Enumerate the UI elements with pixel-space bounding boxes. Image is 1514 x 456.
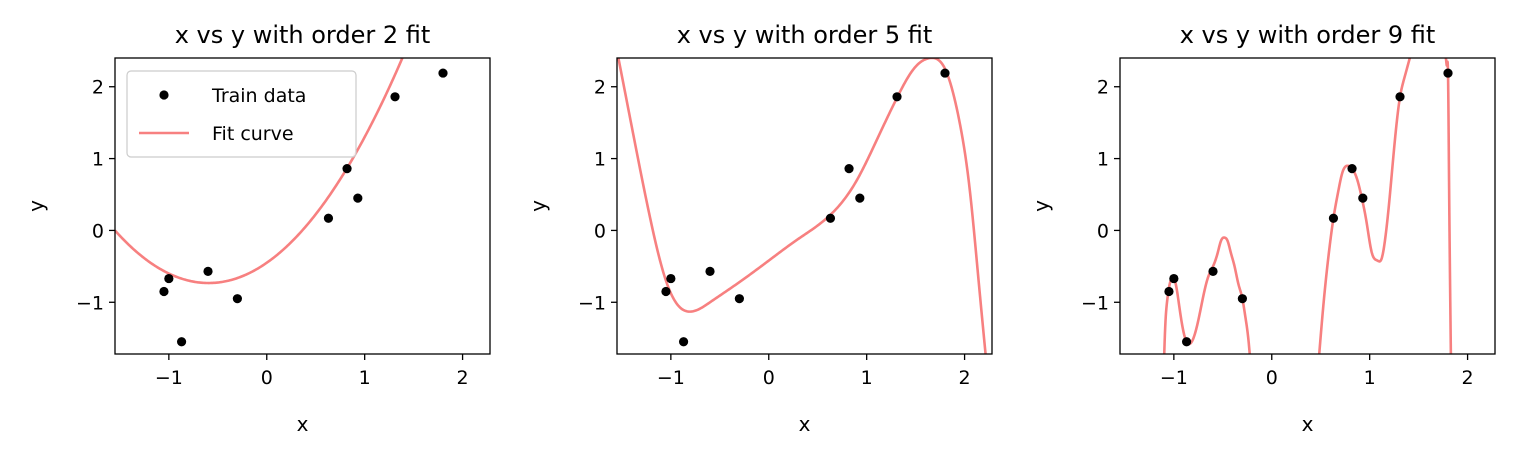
legend-box bbox=[126, 70, 357, 158]
data-point bbox=[1169, 273, 1179, 284]
x-tick-label: −1 bbox=[155, 367, 183, 389]
x-tick-label: 1 bbox=[861, 367, 873, 389]
x-axis-label: x bbox=[799, 412, 811, 436]
legend-label-train: Train data bbox=[211, 85, 306, 107]
x-axis-label: x bbox=[297, 412, 309, 436]
y-axis-label: y bbox=[24, 200, 48, 212]
x-tick-label: 0 bbox=[261, 367, 273, 389]
panel-3: x vs y with order 9 fit −1 0 1 2 −1 0 1 2 x y bbox=[1029, 21, 1496, 436]
x-tick-label: 2 bbox=[959, 367, 971, 389]
data-point bbox=[678, 337, 689, 347]
legend-marker-train bbox=[159, 90, 169, 100]
x-tick-label: 0 bbox=[763, 367, 775, 389]
data-point bbox=[438, 68, 448, 78]
x-tick-label: −1 bbox=[1160, 367, 1188, 389]
data-point bbox=[1328, 213, 1339, 223]
data-point bbox=[342, 164, 352, 174]
y-axis-label: y bbox=[526, 200, 550, 212]
x-tick-label: 2 bbox=[457, 367, 469, 389]
x-tick-label: −1 bbox=[657, 367, 685, 389]
x-tick-label: 1 bbox=[1364, 367, 1376, 389]
data-point bbox=[1164, 286, 1174, 297]
data-point bbox=[1237, 294, 1247, 304]
y-tick-label: −1 bbox=[1081, 292, 1109, 314]
data-point bbox=[844, 164, 854, 174]
x-tick-label: 2 bbox=[1462, 367, 1474, 389]
fit-curve bbox=[1444, 58, 1453, 354]
fit-curve bbox=[115, 58, 404, 285]
data-point bbox=[1443, 68, 1453, 78]
plot-frame bbox=[1119, 57, 1496, 355]
data-point bbox=[666, 273, 676, 284]
data-point bbox=[203, 266, 213, 276]
data-point bbox=[734, 294, 744, 304]
data-point bbox=[1181, 337, 1192, 347]
data-point bbox=[1347, 164, 1357, 174]
legend-label-fit: Fit curve bbox=[212, 123, 294, 145]
x-tick-label: 0 bbox=[1266, 367, 1278, 389]
fit-curve bbox=[1162, 236, 1252, 354]
y-tick-label: 0 bbox=[92, 220, 104, 242]
data-point bbox=[164, 273, 174, 284]
y-tick-label: 0 bbox=[1097, 220, 1109, 242]
y-tick-label: −1 bbox=[76, 292, 104, 314]
x-axis-label: x bbox=[1302, 412, 1314, 436]
chart-title: x vs y with order 2 fit bbox=[175, 21, 431, 49]
data-point bbox=[940, 68, 950, 78]
y-tick-label: −1 bbox=[578, 292, 606, 314]
x-tick-label: 1 bbox=[359, 367, 371, 389]
data-point bbox=[159, 286, 169, 297]
plot-frame bbox=[114, 57, 491, 355]
data-point bbox=[825, 213, 836, 223]
y-tick-label: 2 bbox=[594, 77, 606, 99]
fit-curve bbox=[1317, 58, 1412, 354]
panel-2: x vs y with order 5 fit −1 0 1 2 −1 0 1 2 x y bbox=[526, 21, 993, 436]
data-point bbox=[353, 193, 363, 203]
chart-title: x vs y with order 9 fit bbox=[1180, 21, 1436, 49]
data-point bbox=[705, 266, 715, 276]
y-tick-label: 1 bbox=[1097, 149, 1109, 171]
plot-frame bbox=[616, 57, 993, 355]
y-axis-label: y bbox=[1029, 200, 1053, 212]
data-point bbox=[1395, 92, 1405, 102]
fit-curve bbox=[617, 58, 987, 354]
y-tick-label: 1 bbox=[594, 149, 606, 171]
data-point bbox=[390, 92, 400, 102]
legend: Train data Fit curve bbox=[126, 70, 357, 158]
panel-1: x vs y with order 2 fit −1 0 1 2 −1 0 1 2 x y Train… bbox=[24, 21, 491, 436]
data-point bbox=[855, 193, 865, 203]
data-point bbox=[232, 294, 242, 304]
data-point bbox=[661, 286, 671, 297]
data-point bbox=[1208, 266, 1218, 276]
y-tick-label: 0 bbox=[594, 220, 606, 242]
data-point bbox=[323, 213, 334, 223]
y-tick-label: 1 bbox=[92, 149, 104, 171]
data-point bbox=[1358, 193, 1368, 203]
chart-title: x vs y with order 5 fit bbox=[677, 21, 933, 49]
y-tick-label: 2 bbox=[1097, 77, 1109, 99]
y-tick-label: 2 bbox=[92, 77, 104, 99]
data-point bbox=[892, 92, 902, 102]
data-point bbox=[176, 337, 187, 347]
